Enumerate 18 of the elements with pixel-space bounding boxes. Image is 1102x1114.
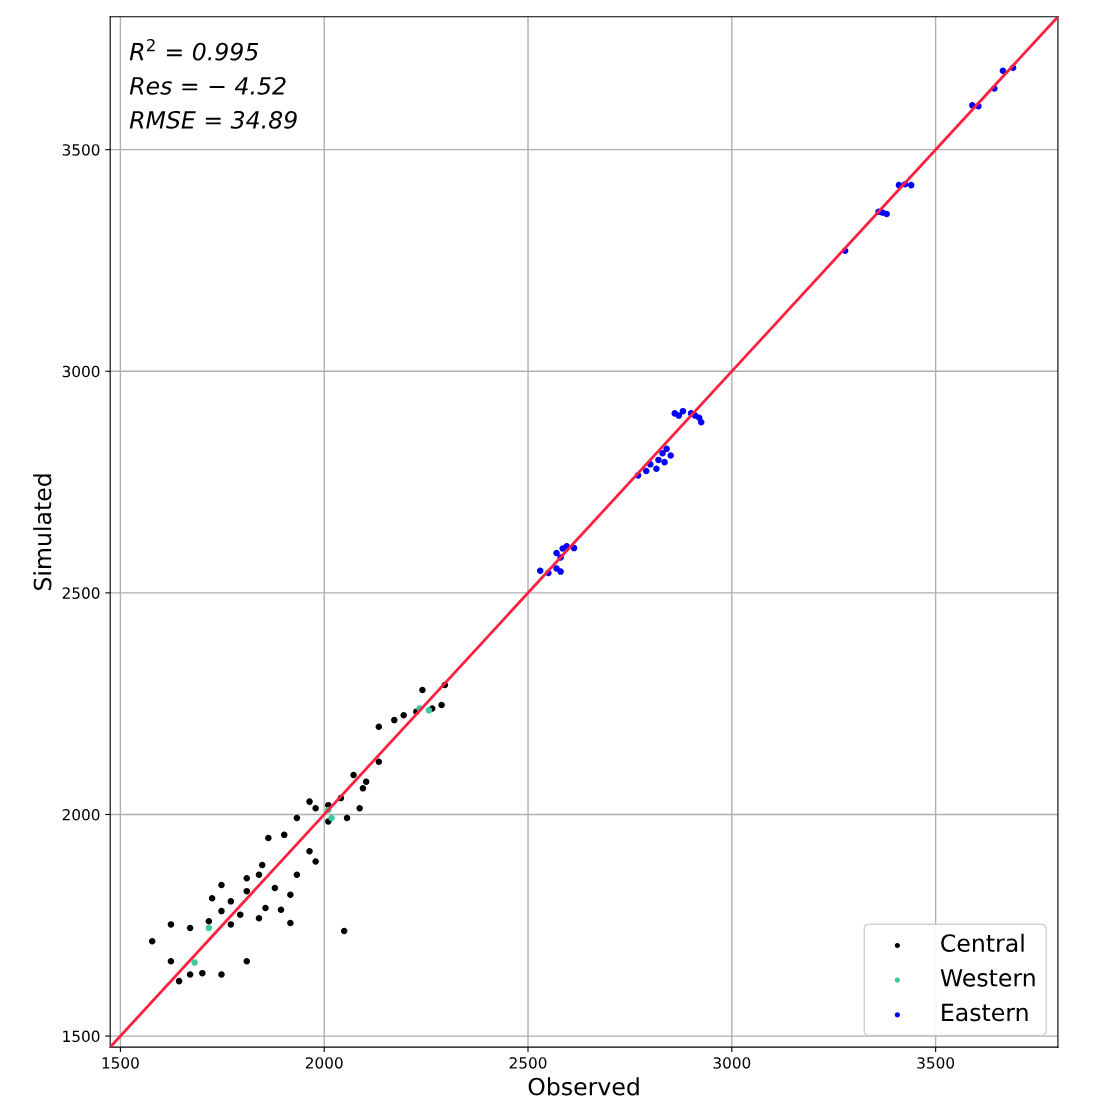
annotation: R$^{2}$ = 0.995 [129,38,259,61]
x-tick-label: 2500 [509,1057,547,1069]
legend-label: Western [940,969,1035,987]
x-tick-label: 2000 [305,1057,343,1069]
y-axis-title: Simulated [33,474,52,591]
y-tick-label: 3500 [62,144,100,156]
y-tick-label: 3000 [62,365,100,378]
annotation: Res = − 4.52 [129,76,286,95]
x-tick-label: 3000 [713,1057,751,1069]
x-tick-label: 3500 [917,1057,955,1069]
annotation: RMSE = 34.89 [129,110,297,129]
y-tick-label: 1500 [63,1030,100,1043]
y-tick-label: 2000 [62,808,100,821]
y-tick-label: 2500 [62,587,100,599]
x-axis-title: Observed [528,1077,639,1096]
legend-label: Eastern [942,1003,1028,1022]
x-tick-label: 1500 [102,1057,139,1069]
legend-label: Central [941,933,1024,953]
